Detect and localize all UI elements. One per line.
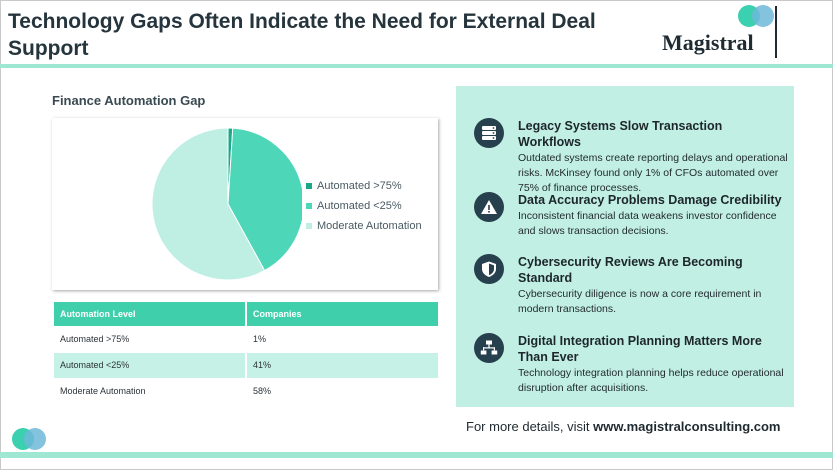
server-icon: [474, 118, 504, 148]
page-title: Technology Gaps Often Indicate the Need …: [8, 10, 596, 60]
website-link[interactable]: www.magistralconsulting.com: [593, 419, 781, 434]
legend-label: Moderate Automation: [317, 220, 422, 232]
footer-prefix: For more details, visit: [466, 419, 594, 434]
table-cell-companies: 1%: [246, 325, 438, 352]
insight-heading: Legacy Systems Slow Transaction Workflow…: [518, 119, 723, 149]
logo-text: Magistral: [662, 30, 754, 55]
insight-body: Technology integration planning helps re…: [518, 367, 784, 394]
legend-label: Automated >75%: [317, 180, 402, 192]
table-header-companies: Companies: [246, 302, 438, 326]
footer-logo-circle-blue: [24, 428, 46, 450]
table-cell-level: Automated <25%: [54, 351, 247, 378]
legend-swatch: [306, 183, 312, 189]
footer-divider: [0, 452, 833, 458]
table-cell-companies: 58%: [246, 377, 438, 404]
chart-title: Finance Automation Gap: [52, 93, 206, 108]
insight-heading: Cybersecurity Reviews Are Becoming Stand…: [518, 255, 743, 285]
legend-item: Moderate Automation: [306, 216, 422, 236]
table-row: Automated >75% 1%: [54, 325, 438, 352]
header-divider: [0, 64, 833, 68]
magistral-logo: Magistral: [660, 4, 780, 60]
table-cell-level: Moderate Automation: [54, 377, 247, 404]
pie-slice-automated-25: [227, 127, 302, 272]
logo-circle-blue: [752, 5, 774, 27]
legend-swatch: [306, 203, 312, 209]
legend-label: Automated <25%: [317, 200, 402, 212]
legend-swatch: [306, 223, 312, 229]
warning-icon: [474, 192, 504, 222]
shield-icon: [474, 254, 504, 284]
automation-table: Automation Level Companies Automated >75…: [54, 302, 438, 404]
pie-slice-moderate-automation: [151, 127, 266, 281]
insight-body: Outdated systems create reporting delays…: [518, 152, 788, 194]
legend-item: Automated >75%: [306, 176, 422, 196]
insights-panel: Legacy Systems Slow Transaction Workflow…: [456, 86, 794, 407]
network-icon: [474, 333, 504, 363]
insight-heading: Data Accuracy Problems Damage Credibilit…: [518, 193, 782, 207]
table-row: Automated <25% 41%: [54, 351, 438, 378]
table-cell-companies: 41%: [246, 351, 438, 378]
footer-cta: For more details, visit www.magistralcon…: [466, 419, 780, 434]
table-header-row: Automation Level Companies: [54, 302, 438, 326]
pie-chart-svg: [151, 127, 302, 281]
chart-legend: Automated >75% Automated <25% Moderate Aut…: [306, 176, 422, 236]
insight-body: Cybersecurity diligence is now a core re…: [518, 288, 762, 315]
logo-divider: [775, 6, 777, 58]
pie-chart: Automated >75% Automated <25% Moderate Aut…: [52, 118, 438, 290]
table-row: Moderate Automation 58%: [54, 377, 438, 404]
insight-heading: Digital Integration Planning Matters Mor…: [518, 334, 762, 364]
table-header-level: Automation Level: [54, 302, 247, 326]
legend-item: Automated <25%: [306, 196, 422, 216]
table-cell-level: Automated >75%: [54, 325, 247, 352]
footer-logo-mark: [12, 428, 52, 452]
insight-body: Inconsistent financial data weakens inve…: [518, 210, 777, 237]
